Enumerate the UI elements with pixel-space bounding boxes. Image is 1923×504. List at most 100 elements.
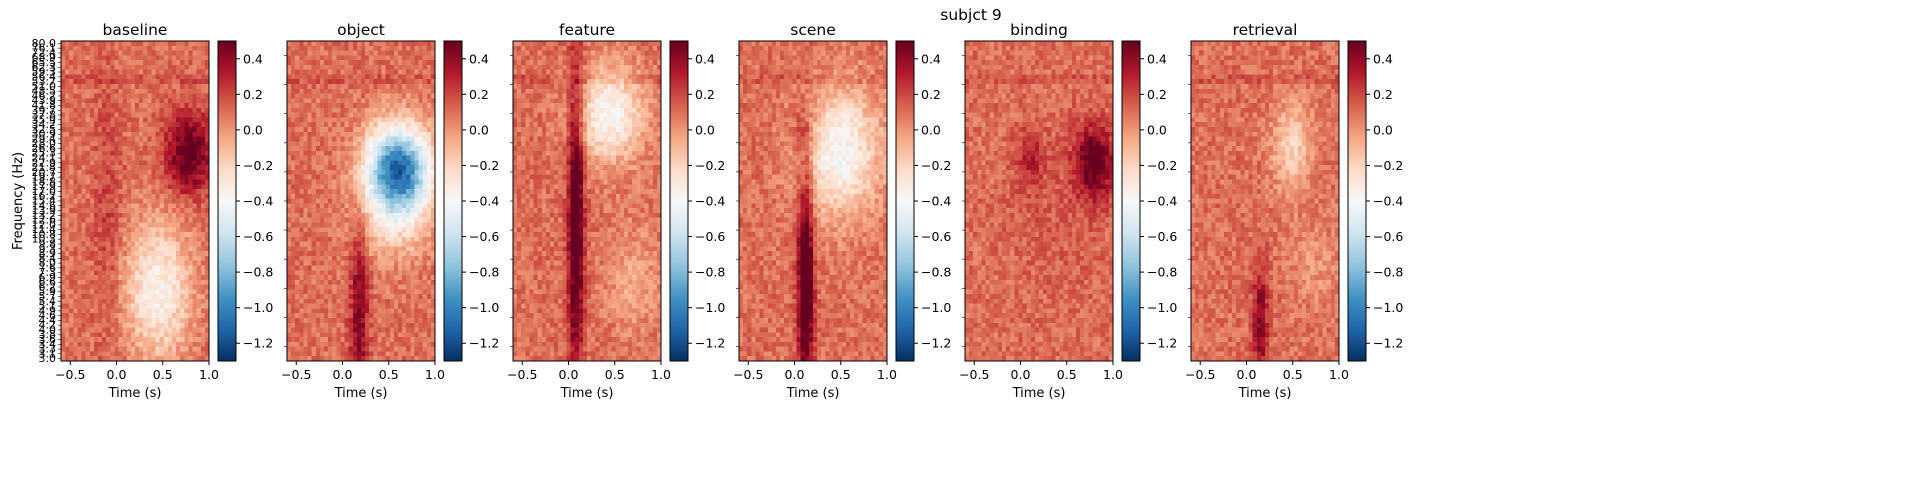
heatmap-cell (73, 289, 78, 294)
heatmap-cell (106, 285, 111, 290)
heatmap-cell (308, 337, 313, 342)
heatmap-cell (164, 299, 169, 304)
heatmap-cell (299, 251, 304, 256)
heatmap-cell (160, 318, 165, 323)
heatmap-cell (299, 294, 304, 299)
heatmap-cell (114, 347, 119, 352)
heatmap-cell (336, 65, 341, 70)
heatmap-cell (123, 156, 128, 161)
heatmap-cell (156, 103, 161, 108)
heatmap-cell (373, 275, 378, 280)
heatmap-cell (394, 222, 399, 227)
heatmap-cell (151, 270, 156, 275)
heatmap-cell (287, 203, 292, 208)
heatmap-cell (61, 222, 66, 227)
heatmap-cell (82, 70, 87, 75)
heatmap-cell (427, 156, 432, 161)
heatmap-cell (82, 175, 87, 180)
heatmap-cell (193, 79, 198, 84)
heatmap-cell (98, 65, 103, 70)
heatmap-cell (176, 117, 181, 122)
heatmap-cell (414, 175, 419, 180)
heatmap-cell (345, 308, 350, 313)
heatmap-cell (193, 227, 198, 232)
heatmap-cell (427, 79, 432, 84)
heatmap-cell (382, 98, 387, 103)
heatmap-cell (180, 342, 185, 347)
heatmap-cell (324, 227, 329, 232)
heatmap-cell (361, 160, 366, 165)
heatmap-cell (316, 218, 321, 223)
heatmap-cell (308, 184, 313, 189)
heatmap-cell (86, 256, 91, 261)
heatmap-cell (423, 199, 428, 204)
heatmap-cell (312, 127, 317, 132)
heatmap-cell (164, 175, 169, 180)
heatmap-cell (316, 184, 321, 189)
heatmap-cell (332, 184, 337, 189)
heatmap-cell (114, 51, 119, 56)
heatmap-cell (102, 208, 107, 213)
heatmap-cell (131, 213, 136, 218)
heatmap-cell (197, 141, 202, 146)
heatmap-cell (291, 89, 296, 94)
heatmap-cell (102, 108, 107, 113)
heatmap-cell (176, 237, 181, 242)
heatmap-cell (373, 199, 378, 204)
heatmap-cell (353, 79, 358, 84)
heatmap-cell (168, 74, 173, 79)
heatmap-cell (197, 156, 202, 161)
heatmap-cell (160, 222, 165, 227)
heatmap-cell (94, 299, 99, 304)
heatmap-cell (394, 227, 399, 232)
heatmap-cell (73, 146, 78, 151)
heatmap-cell (295, 275, 300, 280)
heatmap-cell (147, 232, 152, 237)
heatmap-cell (156, 332, 161, 337)
heatmap-cell (143, 117, 148, 122)
heatmap-cell (156, 208, 161, 213)
heatmap-cell (361, 151, 366, 156)
heatmap-cell (77, 170, 82, 175)
heatmap-cell (147, 189, 152, 194)
heatmap-cell (287, 222, 292, 227)
heatmap-cell (123, 328, 128, 333)
heatmap-cell (406, 141, 411, 146)
heatmap-cell (65, 208, 70, 213)
heatmap-cell (143, 79, 148, 84)
heatmap-cell (287, 94, 292, 99)
heatmap-cell (340, 194, 345, 199)
heatmap-cell (373, 227, 378, 232)
heatmap-cell (106, 332, 111, 337)
heatmap-cell (90, 117, 95, 122)
heatmap-cell (86, 337, 91, 342)
heatmap-cell (201, 132, 206, 137)
heatmap-cell (365, 246, 370, 251)
heatmap-cell (110, 351, 115, 356)
heatmap-cell (365, 304, 370, 309)
heatmap-cell (201, 199, 206, 204)
heatmap-cell (106, 151, 111, 156)
heatmap-cell (308, 203, 313, 208)
heatmap-cell (402, 60, 407, 65)
heatmap-cell (193, 218, 198, 223)
heatmap-cell (295, 122, 300, 127)
heatmap-cell (151, 84, 156, 89)
heatmap-cell (361, 46, 366, 51)
heatmap-cell (69, 313, 74, 318)
heatmap-cell (143, 323, 148, 328)
heatmap-cell (176, 89, 181, 94)
heatmap-cell (402, 132, 407, 137)
heatmap-cell (410, 289, 415, 294)
heatmap-cell (172, 342, 177, 347)
heatmap-cell (328, 65, 333, 70)
heatmap-cell (414, 270, 419, 275)
heatmap-cell (406, 103, 411, 108)
heatmap-cell (410, 127, 415, 132)
heatmap-cell (197, 237, 202, 242)
heatmap-cell (382, 318, 387, 323)
heatmap-cell (390, 222, 395, 227)
heatmap-cell (119, 289, 124, 294)
heatmap-cell (299, 46, 304, 51)
heatmap-cell (73, 265, 78, 270)
